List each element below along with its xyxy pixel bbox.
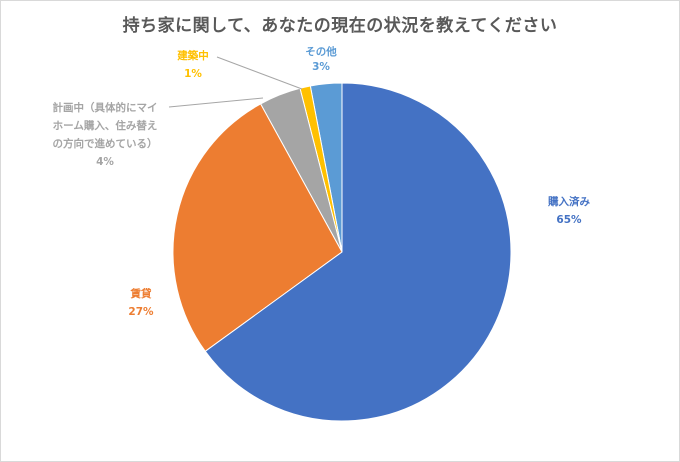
leader-line-planning bbox=[168, 97, 264, 108]
chart-title: 持ち家に関して、あなたの現在の状況を教えてください bbox=[122, 16, 558, 36]
data-label-building: 建築中 1% bbox=[177, 50, 209, 80]
data-label-purchased: 購入済み 65% bbox=[548, 196, 590, 226]
pie-slice-rental bbox=[172, 103, 343, 353]
pie-slice-purchased bbox=[204, 82, 512, 422]
data-label-rental: 賃貸 27% bbox=[128, 288, 154, 318]
leader-line-building bbox=[216, 56, 303, 90]
data-label-planning: 計画中（具体的にマイ ホーム購入、住み替え の方向で進めている） 4% bbox=[52, 102, 158, 168]
data-label-other: その他 3% bbox=[305, 46, 337, 73]
